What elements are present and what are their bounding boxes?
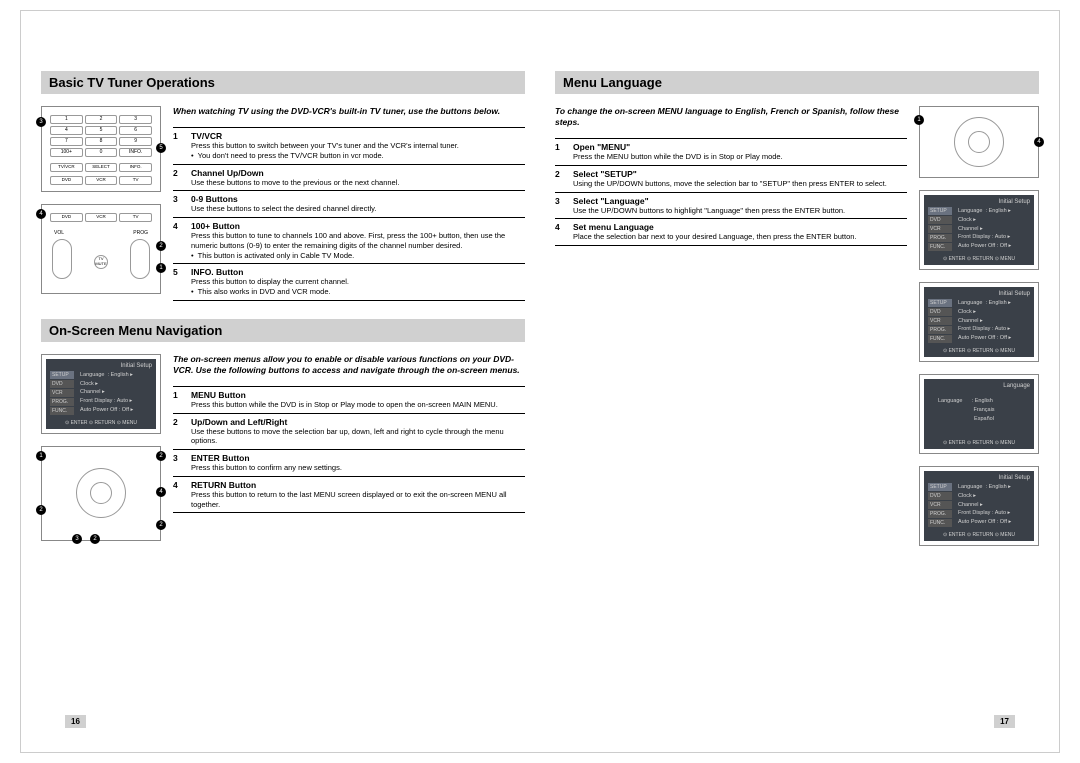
- key-4: 4: [50, 126, 83, 135]
- item-enter-button: ENTER Button: [191, 453, 250, 463]
- dpad-circle: [76, 468, 126, 518]
- key-1: 1: [50, 115, 83, 124]
- nav-intro: The on-screen menus allow you to enable …: [173, 354, 525, 376]
- item-select-setup: Select "SETUP": [573, 169, 637, 179]
- section-header-lang: Menu Language: [555, 71, 1039, 94]
- key-5: 5: [85, 126, 118, 135]
- key-0: 0: [85, 148, 118, 157]
- nav-content: Initial Setup SETUP DVD VCR PROG. FUNC. …: [41, 354, 525, 541]
- prog-label: PROG: [133, 230, 148, 236]
- setup-screen-1: Initial Setup SETUP DVD VCR PROG. FUNC. …: [41, 354, 161, 434]
- tuner-list: 1TV/VCR Press this button to switch betw…: [173, 127, 525, 301]
- lang-text: To change the on-screen MENU language to…: [555, 106, 907, 546]
- remote-dpad-lang: 1 4: [919, 106, 1039, 178]
- select-label: SELECT: [85, 163, 118, 172]
- key-3: 3: [119, 115, 152, 124]
- section-header-tuner: Basic TV Tuner Operations: [41, 71, 525, 94]
- item-channel-updown: Channel Up/Down: [191, 168, 264, 178]
- remote-keypad-illustration: 3 5 1 2 3 4 5 6 7 8 9 100+ 0 INFO.: [41, 106, 161, 192]
- item-updown-lr: Up/Down and Left/Right: [191, 417, 287, 427]
- page-left: Basic TV Tuner Operations 3 5 1 2 3 4 5 …: [41, 71, 525, 732]
- key-8: 8: [85, 137, 118, 146]
- lang-content: To change the on-screen MENU language to…: [555, 106, 1039, 546]
- remote-volprog-illustration: 4 2 1 DVD VCR TV VOL PROG TV MUTE: [41, 204, 161, 294]
- item-set-menu-language: Set menu Language: [573, 222, 654, 232]
- setup-screen-3: Initial Setup SETUP DVD VCR PROG. FUNC. …: [919, 282, 1039, 362]
- page-number-left: 16: [65, 715, 86, 728]
- key-6: 6: [119, 126, 152, 135]
- item-tv-vcr: TV/VCR: [191, 131, 222, 141]
- nav-text: The on-screen menus allow you to enable …: [173, 354, 525, 541]
- mode-vcr: VCR: [85, 176, 118, 185]
- tuner-intro: When watching TV using the DVD-VCR's bui…: [173, 106, 525, 117]
- tvvcr-label: TV/VCR: [50, 163, 83, 172]
- vol-label: VOL: [54, 230, 64, 236]
- item-menu-button: MENU Button: [191, 390, 246, 400]
- tuner-illustrations: 3 5 1 2 3 4 5 6 7 8 9 100+ 0 INFO.: [41, 106, 161, 301]
- key-100plus: 100+: [50, 148, 83, 157]
- lang-list: 1Open "MENU" Press the MENU button while…: [555, 138, 907, 246]
- page-right: Menu Language To change the on-screen ME…: [555, 71, 1039, 732]
- item-open-menu: Open "MENU": [573, 142, 630, 152]
- tuner-content: 3 5 1 2 3 4 5 6 7 8 9 100+ 0 INFO.: [41, 106, 525, 301]
- key-7: 7: [50, 137, 83, 146]
- item-info-button: INFO. Button: [191, 267, 243, 277]
- key-2: 2: [85, 115, 118, 124]
- setup-screen-2: Initial Setup SETUP DVD VCR PROG. FUNC. …: [919, 190, 1039, 270]
- key-info: INFO.: [119, 148, 152, 157]
- section-header-nav: On-Screen Menu Navigation: [41, 319, 525, 342]
- remote-dpad-illustration: 1 2 2 4 2 3 2: [41, 446, 161, 541]
- key-9: 9: [119, 137, 152, 146]
- page-number-right: 17: [994, 715, 1015, 728]
- lang-illustrations: 1 4 Initial Setup SETUP DVD VCR PROG. FU…: [919, 106, 1039, 546]
- item-select-language: Select "Language": [573, 196, 649, 206]
- nav-illustrations: Initial Setup SETUP DVD VCR PROG. FUNC. …: [41, 354, 161, 541]
- info-label: INFO.: [119, 163, 152, 172]
- tuner-text: When watching TV using the DVD-VCR's bui…: [173, 106, 525, 301]
- keypad: 1 2 3 4 5 6 7 8 9 100+ 0 INFO.: [46, 111, 156, 161]
- setup-screen-4: Initial Setup SETUP DVD VCR PROG. FUNC. …: [919, 466, 1039, 546]
- item-return-button: RETURN Button: [191, 480, 256, 490]
- mode-tv: TV: [119, 176, 152, 185]
- nav-list: 1MENU Button Press this button while the…: [173, 386, 525, 514]
- item-100plus: 100+ Button: [191, 221, 240, 231]
- language-screen: Language Language : English Français Esp…: [919, 374, 1039, 454]
- mode-dvd: DVD: [50, 176, 83, 185]
- item-09-buttons: 0-9 Buttons: [191, 194, 238, 204]
- lang-intro: To change the on-screen MENU language to…: [555, 106, 907, 128]
